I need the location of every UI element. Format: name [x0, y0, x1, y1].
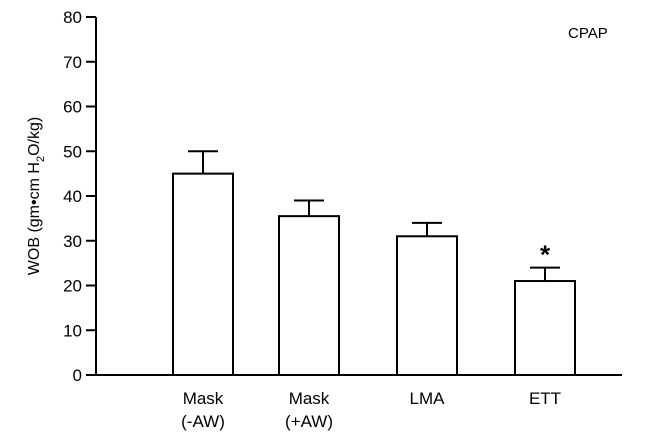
y-tick-label: 80: [63, 8, 82, 27]
annotations: *: [540, 240, 551, 270]
bar: [278, 215, 340, 376]
bar: [172, 172, 234, 376]
category-labels: Mask (-AW) Mask (+AW) LMA ETT: [181, 389, 561, 431]
bar: [514, 280, 576, 376]
y-tick-label: 50: [63, 142, 82, 161]
error-bars: [188, 150, 560, 282]
y-tick-label: 30: [63, 232, 82, 251]
y-tick-label: 20: [63, 277, 82, 296]
y-axis-label: WOB (gm•cm H2O/kg): [26, 117, 47, 275]
bar: [396, 235, 458, 376]
significance-marker: *: [540, 240, 551, 270]
x-category-label: LMA: [410, 389, 446, 408]
x-category-label: (+AW): [285, 412, 333, 431]
x-category-label: (-AW): [181, 412, 225, 431]
panel-label: CPAP: [568, 25, 608, 42]
y-tick-label: 70: [63, 53, 82, 72]
y-tick-label: 0: [73, 366, 82, 385]
x-category-label: Mask: [289, 389, 330, 408]
bars: [172, 172, 576, 376]
y-axis: 0 10 20 30 40 50 60 70 80: [63, 8, 97, 385]
y-axis-label-end: O/kg): [26, 117, 43, 156]
y-axis-label-subscript: 2: [35, 156, 47, 162]
x-category-label: Mask: [183, 389, 224, 408]
y-tick-label: 40: [63, 187, 82, 206]
x-category-label: ETT: [529, 389, 561, 408]
y-axis-label-main: WOB (gm•cm H: [26, 162, 43, 275]
y-tick-label: 60: [63, 98, 82, 117]
y-tick-label: 10: [63, 321, 82, 340]
